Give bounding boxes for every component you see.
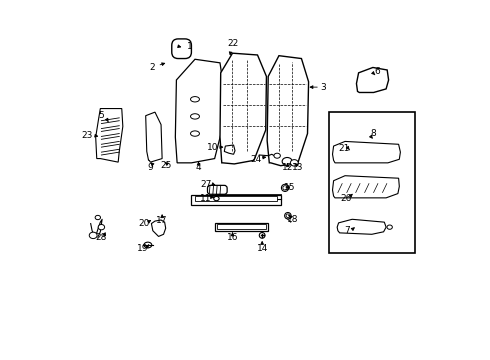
Ellipse shape <box>214 197 219 201</box>
Text: 10: 10 <box>207 143 219 152</box>
Text: 5: 5 <box>98 111 104 120</box>
Ellipse shape <box>281 184 289 192</box>
Bar <box>217 224 267 229</box>
Ellipse shape <box>286 214 290 217</box>
Ellipse shape <box>274 153 280 158</box>
Ellipse shape <box>89 232 97 239</box>
Polygon shape <box>146 112 162 162</box>
Text: 20: 20 <box>139 219 150 228</box>
Polygon shape <box>337 219 386 234</box>
Text: 24: 24 <box>250 155 261 164</box>
Text: 1: 1 <box>187 41 193 50</box>
Ellipse shape <box>191 131 199 136</box>
Text: 14: 14 <box>256 244 268 253</box>
Ellipse shape <box>144 242 152 248</box>
Text: 13: 13 <box>292 163 304 172</box>
Text: 11: 11 <box>200 194 212 203</box>
Ellipse shape <box>259 233 265 238</box>
Text: 19: 19 <box>137 244 149 253</box>
Text: 2: 2 <box>149 63 155 72</box>
Text: 28: 28 <box>96 233 107 242</box>
Text: 18: 18 <box>287 215 298 224</box>
Polygon shape <box>96 109 123 162</box>
Polygon shape <box>151 220 166 237</box>
Text: 26: 26 <box>340 194 351 203</box>
Ellipse shape <box>283 186 287 190</box>
Text: 17: 17 <box>156 216 168 225</box>
Polygon shape <box>356 67 389 93</box>
Text: 7: 7 <box>344 226 350 235</box>
Bar <box>192 195 281 205</box>
Text: 22: 22 <box>227 39 238 48</box>
FancyBboxPatch shape <box>172 39 192 59</box>
Text: 15: 15 <box>284 183 295 192</box>
Bar <box>329 112 415 253</box>
Text: 27: 27 <box>200 180 211 189</box>
Text: 9: 9 <box>147 163 153 172</box>
Text: 6: 6 <box>374 67 380 76</box>
Ellipse shape <box>95 215 100 220</box>
Text: 25: 25 <box>161 161 172 170</box>
Polygon shape <box>175 59 223 163</box>
Text: 12: 12 <box>282 163 294 172</box>
Bar <box>215 223 268 231</box>
Ellipse shape <box>285 212 291 219</box>
Ellipse shape <box>282 157 292 165</box>
FancyBboxPatch shape <box>207 185 227 194</box>
Bar <box>195 196 277 202</box>
Ellipse shape <box>387 225 392 229</box>
Polygon shape <box>267 56 309 166</box>
Polygon shape <box>333 176 399 198</box>
Ellipse shape <box>98 225 104 230</box>
Text: 23: 23 <box>81 131 93 140</box>
Text: 16: 16 <box>227 233 238 242</box>
Ellipse shape <box>191 96 199 102</box>
Polygon shape <box>224 145 235 154</box>
Polygon shape <box>333 141 400 163</box>
Polygon shape <box>220 53 267 164</box>
Ellipse shape <box>191 114 199 119</box>
Text: 4: 4 <box>196 163 201 172</box>
Ellipse shape <box>291 159 298 166</box>
Text: 8: 8 <box>370 129 376 138</box>
Text: 3: 3 <box>321 83 326 92</box>
Text: 21: 21 <box>339 144 350 153</box>
